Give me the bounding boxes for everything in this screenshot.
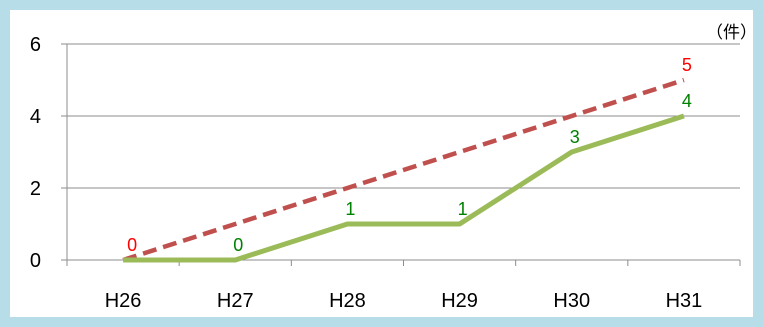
x-tick-label: H28	[329, 290, 366, 312]
data-label: 3	[570, 127, 580, 147]
data-label: 0	[127, 235, 137, 255]
y-tick-label: 6	[30, 34, 41, 56]
x-tick-label: H29	[441, 290, 478, 312]
y-tick-label: 0	[30, 250, 41, 272]
gridlines	[67, 43, 740, 189]
y-tick-label: 2	[30, 178, 41, 200]
y-tick-label: 4	[30, 106, 41, 128]
x-tick-label: H31	[666, 290, 703, 312]
data-label: 4	[682, 91, 692, 111]
x-tick-label: H27	[217, 290, 254, 312]
data-label: 1	[345, 199, 355, 219]
x-tick-label: H30	[553, 290, 590, 312]
data-label: 5	[682, 55, 692, 75]
data-label: 1	[458, 199, 468, 219]
data-label: 0	[233, 235, 243, 255]
y-unit-label: （件）	[706, 23, 757, 42]
series-lines	[122, 77, 685, 263]
data-labels: 0 1 1 3 4 0 5	[127, 55, 692, 255]
axes: 0 2 4 6 H26 H27 H28 H29 H30 H31	[30, 34, 741, 312]
chart-panel	[10, 10, 753, 317]
solid-series-line	[123, 113, 685, 263]
x-tick-label: H26	[105, 290, 142, 312]
dashed-series-line	[122, 77, 685, 263]
